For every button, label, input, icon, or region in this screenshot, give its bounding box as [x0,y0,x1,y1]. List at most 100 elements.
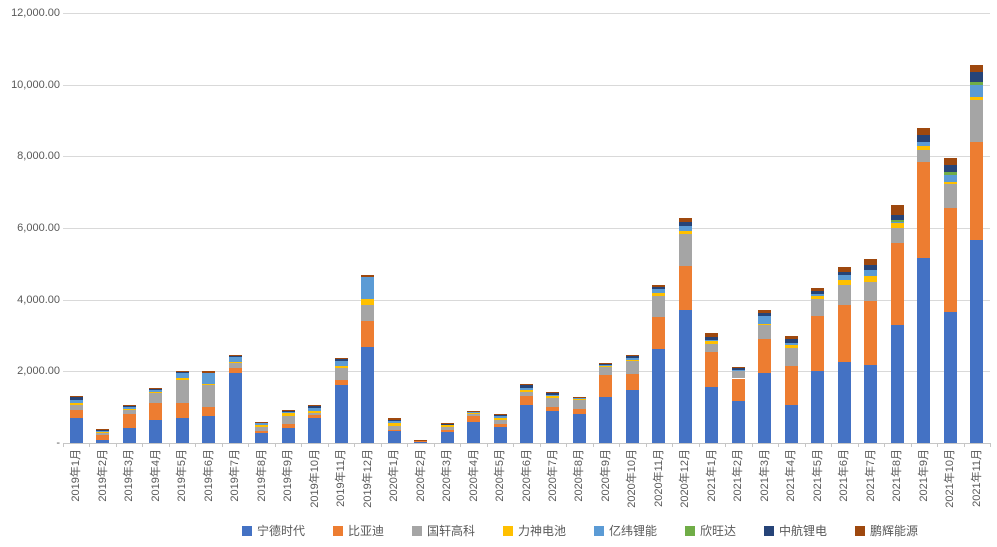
bar-segment[interactable] [890,223,904,229]
bar-segment[interactable] [784,405,798,443]
bar-segment[interactable] [546,391,560,394]
bar-segment[interactable] [599,396,613,443]
bar-segment[interactable] [678,310,692,443]
bar-segment[interactable] [175,418,189,443]
bar-segment[interactable] [811,370,825,443]
legend-item[interactable]: 亿纬锂能 [594,522,657,539]
bar-segment[interactable] [652,349,666,443]
bar-segment[interactable] [705,332,719,338]
bar-segment[interactable] [864,259,878,266]
bar-segment[interactable] [69,405,83,410]
bar-segment[interactable] [520,391,533,397]
bar-segment[interactable] [705,344,719,352]
bar-segment[interactable] [917,146,931,150]
bar-segment[interactable] [599,365,613,366]
bar-segment[interactable] [69,396,83,398]
bar-segment[interactable] [705,341,719,345]
bar-segment[interactable] [837,361,851,443]
bar-segment[interactable] [96,430,110,432]
bar-segment[interactable] [758,325,772,340]
bar-segment[interactable] [96,432,110,435]
bar-segment[interactable] [890,220,904,222]
bar-segment[interactable] [387,421,401,424]
bar-segment[interactable] [255,421,269,423]
bar-segment[interactable] [943,182,957,185]
bar-segment[interactable] [387,426,401,430]
bar-segment[interactable] [731,369,745,371]
bar-segment[interactable] [599,362,613,364]
bar-segment[interactable] [864,281,878,301]
legend-item[interactable]: 宁德时代 [241,522,305,539]
bar-segment[interactable] [678,225,692,231]
bar-segment[interactable] [837,279,851,285]
bar-segment[interactable] [890,204,904,215]
bar-segment[interactable] [387,418,401,420]
bar-segment[interactable] [705,386,719,443]
bar-segment[interactable] [281,410,295,411]
bar-segment[interactable] [202,415,216,443]
bar-segment[interactable] [784,336,798,339]
bar-segment[interactable] [96,429,110,431]
bar-segment[interactable] [334,359,348,361]
bar-segment[interactable] [334,368,348,380]
bar-segment[interactable] [281,424,295,429]
bar-segment[interactable] [69,403,83,406]
bar-segment[interactable] [811,291,825,294]
bar-segment[interactable] [652,316,666,350]
bar-segment[interactable] [228,363,242,368]
bar-segment[interactable] [149,388,163,390]
bar-segment[interactable] [784,365,798,405]
bar-segment[interactable] [864,365,878,443]
bar-segment[interactable] [440,424,454,426]
bar-segment[interactable] [572,399,586,400]
bar-segment[interactable] [96,440,110,443]
bar-segment[interactable] [864,276,878,282]
bar-segment[interactable] [122,414,136,429]
bar-segment[interactable] [811,315,825,371]
bar-segment[interactable] [149,387,163,389]
bar-segment[interactable] [599,367,613,376]
bar-segment[interactable] [255,432,269,443]
bar-segment[interactable] [361,320,375,347]
bar-segment[interactable] [705,351,719,387]
bar-segment[interactable] [414,440,428,442]
bar-segment[interactable] [705,337,719,341]
bar-segment[interactable] [837,271,851,275]
bar-segment[interactable] [811,296,825,300]
bar-segment[interactable] [440,429,454,433]
bar-segment[interactable] [837,266,851,272]
bar-segment[interactable] [69,417,83,443]
bar-segment[interactable] [361,304,375,321]
bar-segment[interactable] [122,428,136,443]
bar-segment[interactable] [69,399,83,404]
bar-segment[interactable] [149,420,163,443]
bar-segment[interactable] [625,374,639,390]
bar-segment[interactable] [467,413,481,416]
bar-segment[interactable] [731,370,745,379]
bar-segment[interactable] [731,401,745,443]
bar-segment[interactable] [678,234,692,266]
bar-segment[interactable] [970,100,984,142]
bar-segment[interactable] [758,373,772,443]
bar-segment[interactable] [281,411,295,414]
bar-segment[interactable] [758,310,772,313]
bar-segment[interactable] [546,396,560,399]
bar-segment[interactable] [784,342,798,346]
bar-segment[interactable] [149,403,163,421]
bar-segment[interactable] [122,410,136,415]
bar-segment[interactable] [943,158,957,166]
bar-segment[interactable] [202,373,216,384]
bar-segment[interactable] [202,383,216,385]
bar-segment[interactable] [334,365,348,369]
bar-segment[interactable] [69,397,83,400]
bar-segment[interactable] [546,395,560,397]
bar-segment[interactable] [467,411,481,413]
bar-segment[interactable] [864,265,878,271]
bar-segment[interactable] [149,392,163,404]
bar-segment[interactable] [334,360,348,366]
bar-segment[interactable] [308,415,322,419]
bar-segment[interactable] [414,440,428,441]
bar-segment[interactable] [387,419,401,422]
bar-segment[interactable] [228,355,242,357]
bar-segment[interactable] [811,293,825,297]
